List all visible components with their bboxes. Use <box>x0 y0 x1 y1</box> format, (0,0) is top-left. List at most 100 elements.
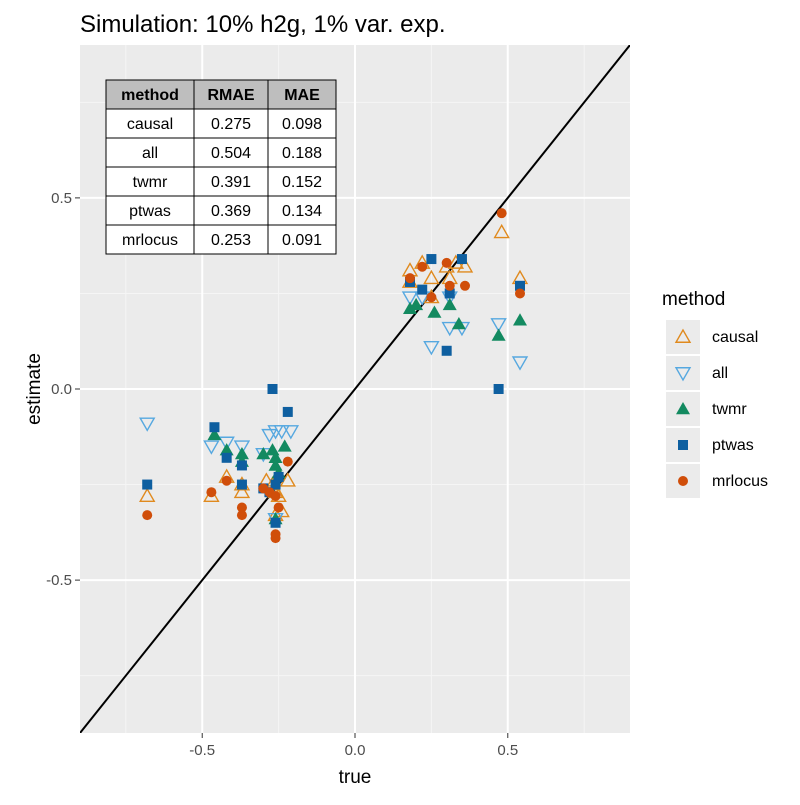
point-ptwas <box>441 345 452 356</box>
point-mrlocus <box>282 456 293 467</box>
point-mrlocus <box>236 502 247 513</box>
point-twmr <box>409 297 424 311</box>
point-mrlocus <box>426 292 437 303</box>
point-ptwas <box>267 384 278 394</box>
point-causal <box>233 483 251 499</box>
point-ptwas <box>209 422 220 433</box>
point-twmr <box>403 301 417 314</box>
point-all <box>423 341 440 356</box>
point-mrlocus <box>460 280 470 291</box>
point-ptwas <box>142 479 153 490</box>
point-causal <box>493 223 510 239</box>
point-twmr <box>451 317 466 330</box>
table-cell <box>267 224 337 255</box>
legend-marker-twmr <box>676 402 690 415</box>
legend-label-causal: causal <box>712 329 758 346</box>
point-mrlocus <box>236 510 247 521</box>
table-cell-text: causal <box>127 116 173 133</box>
point-twmr <box>427 305 442 318</box>
point-twmr <box>277 439 292 452</box>
point-mrlocus <box>417 261 428 272</box>
x-tick-label: 0.5 <box>497 742 518 759</box>
legend-marker-causal <box>674 328 692 343</box>
point-ptwas <box>221 452 232 463</box>
point-ptwas <box>236 460 247 471</box>
point-twmr <box>268 450 283 464</box>
legend-title: method <box>662 289 725 310</box>
table-header-MAE: MAE <box>284 87 320 104</box>
point-mrlocus <box>515 288 525 299</box>
table-header-cell <box>193 79 269 110</box>
point-all <box>218 436 235 451</box>
point-twmr <box>219 443 234 456</box>
point-mrlocus <box>441 257 452 268</box>
legend-key-all <box>666 356 700 390</box>
y-tick-label: 0.5 <box>51 190 72 207</box>
table-cell-text: twmr <box>133 174 168 191</box>
table-cell <box>105 137 195 168</box>
legend-label-ptwas: ptwas <box>712 437 754 454</box>
legend-marker-mrlocus <box>678 476 688 486</box>
legend-label-all: all <box>712 365 728 382</box>
point-ptwas <box>273 471 284 482</box>
x-axis-label: true <box>339 767 372 788</box>
point-mrlocus <box>405 273 415 284</box>
point-all <box>203 440 220 455</box>
point-mrlocus <box>273 502 284 513</box>
point-twmr <box>442 297 457 311</box>
table-cell-text: 0.369 <box>211 203 251 220</box>
legend-marker-ptwas <box>678 440 688 450</box>
y-tick-label: -0.5 <box>46 572 72 589</box>
table-cell-text: ptwas <box>129 203 171 220</box>
point-causal <box>456 258 474 273</box>
table-cell-text: 0.391 <box>211 174 251 191</box>
point-twmr <box>234 446 249 460</box>
point-twmr <box>256 446 271 460</box>
point-ptwas <box>270 479 281 490</box>
point-mrlocus <box>270 491 281 502</box>
table-header-method: method <box>121 87 179 104</box>
point-ptwas <box>236 479 247 490</box>
point-ptwas <box>270 517 281 528</box>
point-ptwas <box>282 406 293 417</box>
table-cell-text: 0.188 <box>282 145 322 162</box>
table-cell-text: 0.275 <box>211 116 251 133</box>
y-tick-label: 0.0 <box>51 381 72 398</box>
table-cell-text: all <box>142 145 158 162</box>
point-all <box>233 440 251 455</box>
chart-title: Simulation: 10% h2g, 1% var. exp. <box>80 11 446 38</box>
point-mrlocus <box>221 475 232 486</box>
table-cell-text: 0.253 <box>211 232 251 249</box>
table-cell-text: mrlocus <box>122 232 178 249</box>
legend-label-twmr: twmr <box>712 401 747 418</box>
table-header-cell <box>105 79 195 110</box>
point-mrlocus <box>206 487 217 498</box>
point-all <box>273 425 290 440</box>
table-cell <box>105 166 195 197</box>
point-mrlocus <box>270 533 281 544</box>
table-cell <box>193 195 269 226</box>
point-ptwas <box>493 384 504 394</box>
point-causal <box>139 487 156 502</box>
legend-marker-all <box>674 367 692 382</box>
point-ptwas <box>426 254 437 265</box>
point-all <box>261 428 278 444</box>
point-causal <box>423 269 440 285</box>
point-all <box>490 318 507 333</box>
table-cell-text: 0.152 <box>282 174 322 191</box>
point-mrlocus <box>444 280 455 291</box>
table-header-RMAE: RMAE <box>207 87 254 104</box>
table-cell <box>267 137 337 168</box>
table-cell <box>193 108 269 139</box>
point-ptwas <box>456 254 467 265</box>
table-cell <box>267 108 337 139</box>
point-all <box>511 356 529 371</box>
point-twmr <box>207 427 222 441</box>
table-cell-text: 0.134 <box>282 203 322 220</box>
identity-line <box>80 45 630 733</box>
table-cell-text: 0.098 <box>282 116 322 133</box>
table-cell <box>267 195 337 226</box>
point-twmr <box>513 313 527 326</box>
